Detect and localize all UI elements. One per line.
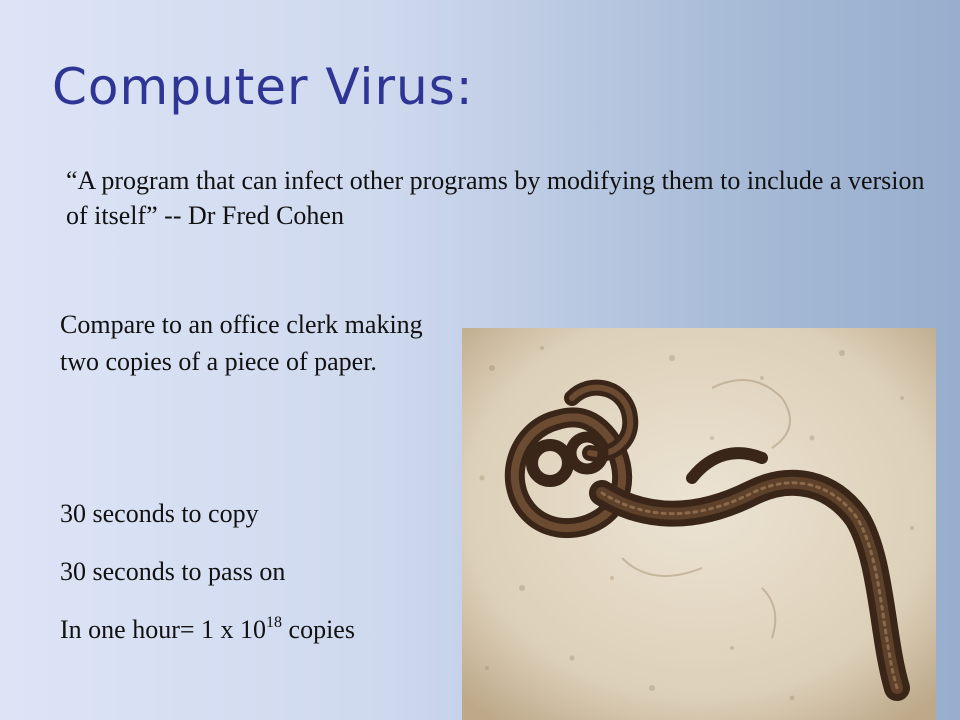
copies-per-hour-suffix: copies [282,615,355,644]
copy-time-text: 30 seconds to copy [60,499,259,528]
copies-per-hour-text: In one hour= 1 x 1018 copies [60,615,355,645]
virus-micrograph-image [462,328,936,720]
pass-time-text: 30 seconds to pass on [60,557,286,586]
copies-exponent: 18 [266,614,283,631]
comparison-text: Compare to an office clerk making two co… [60,310,423,376]
copies-per-hour-prefix: In one hour= 1 x 10 [60,615,267,644]
slide-title: Computer Virus: [52,58,474,116]
virus-micrograph-graphic [462,328,936,720]
definition-quote: “A program that can infect other program… [66,166,925,230]
